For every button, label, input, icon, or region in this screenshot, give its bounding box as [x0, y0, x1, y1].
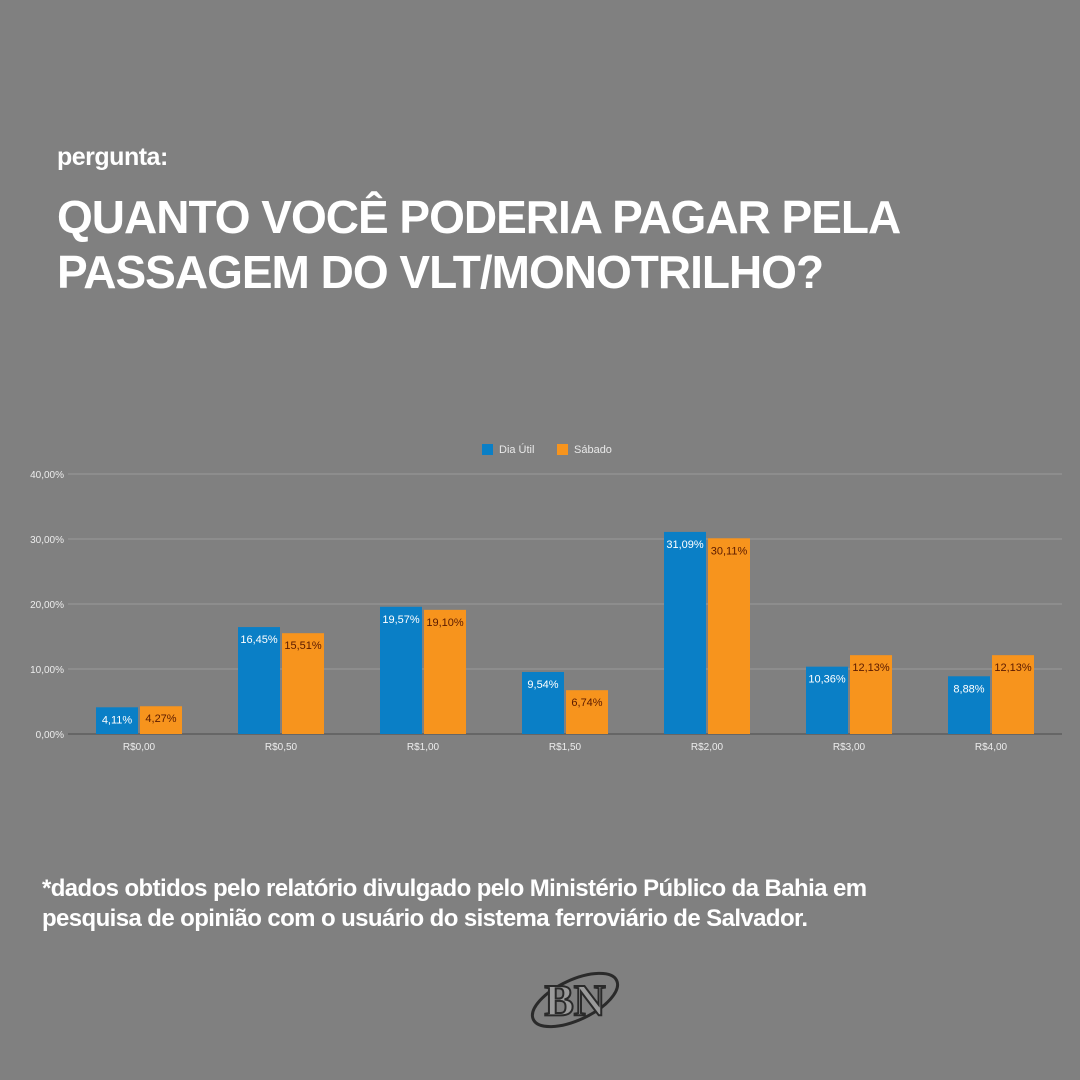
legend-label: Sábado — [574, 444, 612, 456]
bar — [806, 666, 848, 734]
data-label: 9,54% — [527, 679, 558, 691]
bar — [992, 655, 1034, 734]
bar — [282, 633, 324, 734]
x-tick-label: R$3,00 — [833, 742, 866, 753]
bar — [708, 538, 750, 734]
data-label: 16,45% — [240, 634, 278, 646]
x-tick-label: R$0,00 — [123, 742, 156, 753]
footnote-line-1: *dados obtidos pelo relatório divulgado … — [42, 875, 867, 902]
y-tick-label: 10,00% — [30, 665, 64, 676]
bar — [522, 671, 564, 734]
question-label: pergunta: — [57, 143, 168, 171]
x-tick-label: R$1,00 — [407, 742, 440, 753]
title-line-1: QUANTO VOCÊ PODERIA PAGAR PELA — [57, 191, 901, 243]
data-label: 12,13% — [994, 662, 1032, 674]
data-label: 4,11% — [102, 714, 133, 726]
bar — [850, 655, 892, 734]
bar — [948, 676, 990, 734]
y-tick-label: 0,00% — [36, 730, 64, 741]
chart-legend: Dia Útil Sábado — [482, 443, 612, 456]
data-label: 4,27% — [145, 713, 176, 725]
y-tick-label: 30,00% — [30, 535, 64, 546]
data-label: 6,74% — [571, 697, 602, 709]
bar — [140, 706, 182, 734]
data-label: 10,36% — [808, 674, 846, 686]
y-tick-label: 20,00% — [30, 600, 64, 611]
x-tick-label: R$4,00 — [975, 742, 1008, 753]
data-label: 31,09% — [666, 539, 704, 551]
legend-swatch — [557, 444, 568, 455]
data-label: 8,88% — [953, 683, 984, 695]
x-axis-ticks: R$0,00 R$0,50 R$1,00 R$1,50 R$2,00 R$3,00 R$4,… — [123, 742, 1008, 753]
bn-logo: BN — [530, 971, 620, 1029]
data-label: 19,10% — [426, 617, 464, 629]
page-title: QUANTO VOCÊ PODERIA PAGAR PELA PASSAGEM … — [57, 190, 1017, 300]
legend-swatch — [482, 444, 493, 455]
bar — [380, 606, 422, 734]
data-label: 12,13% — [852, 662, 890, 674]
x-tick-label: R$0,50 — [265, 742, 298, 753]
x-tick-label: R$1,50 — [549, 742, 582, 753]
data-label: 15,51% — [284, 640, 322, 652]
chart-grid — [68, 473, 1062, 735]
bar — [238, 627, 280, 734]
bar — [424, 609, 466, 734]
bn-logo-text: BN — [544, 976, 605, 1025]
bar-chart: 0,00% 10,00% 20,00% 30,00% 40,00% 4,11% 4,27%… — [30, 443, 1062, 753]
y-tick-label: 40,00% — [30, 470, 64, 481]
footnote: *dados obtidos pelo relatório divulgado … — [42, 874, 1042, 934]
x-tick-label: R$2,00 — [691, 742, 724, 753]
title-line-2: PASSAGEM DO VLT/MONOTRILHO? — [57, 246, 824, 298]
y-axis-ticks: 0,00% 10,00% 20,00% 30,00% 40,00% — [30, 470, 64, 741]
legend-label: Dia Útil — [499, 443, 534, 456]
bar — [664, 531, 706, 734]
footnote-line-2: pesquisa de opinião com o usuário do sis… — [42, 905, 808, 932]
bar — [96, 707, 138, 734]
data-label: 30,11% — [711, 545, 748, 557]
chart-bars: 4,11% 4,27% 16,45% 15,51% 19,57% 19,10% 9,54% 6… — [96, 531, 1034, 734]
bar — [566, 690, 608, 734]
data-label: 19,57% — [382, 614, 420, 626]
